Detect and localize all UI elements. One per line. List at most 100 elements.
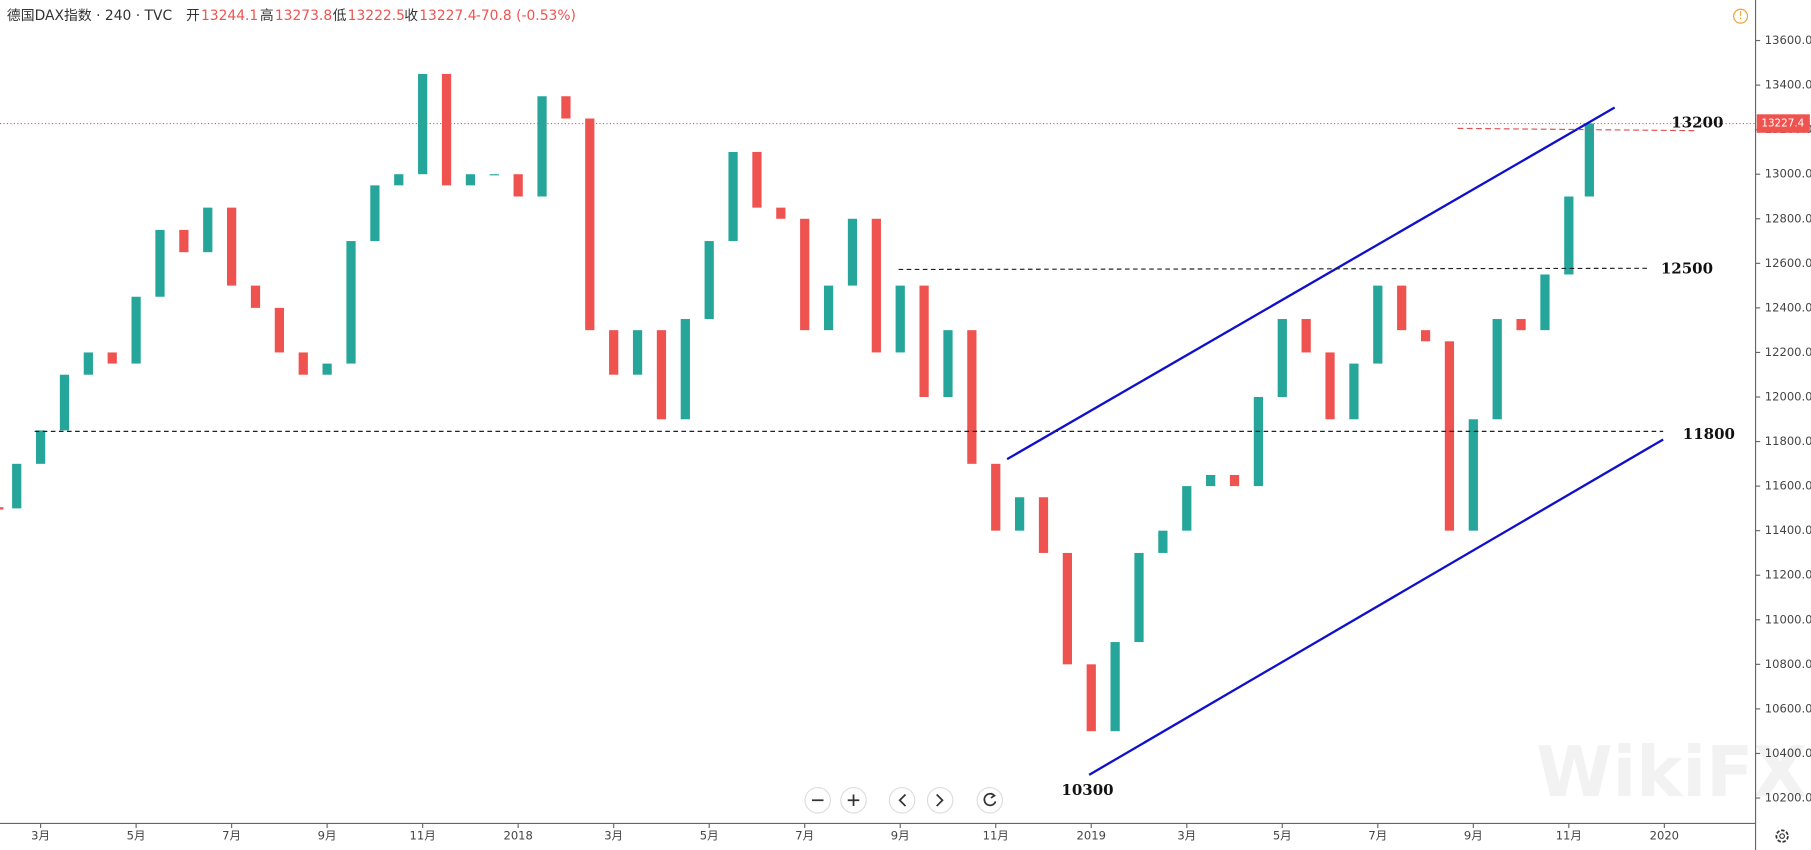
- candle: [537, 96, 547, 197]
- alert-icon[interactable]: [1733, 8, 1749, 24]
- scroll-right-button[interactable]: [926, 786, 954, 814]
- candle: [59, 374, 70, 431]
- candle: [83, 352, 93, 375]
- candle: [465, 174, 476, 186]
- candle: [1110, 642, 1120, 732]
- candle: [1349, 363, 1359, 420]
- plot-area: [0, 73, 1756, 732]
- annotation: 11800: [1683, 425, 1735, 443]
- candle: [609, 330, 619, 375]
- candle: [1301, 319, 1311, 353]
- candle: [1158, 530, 1168, 553]
- y-tick-label: 10200.0: [1765, 790, 1811, 804]
- value: 13227.4: [419, 8, 476, 24]
- candle: [1038, 497, 1049, 553]
- candle: [346, 241, 356, 364]
- y-tick-label: 11600.0: [1765, 479, 1811, 493]
- value: 13222.5: [348, 8, 405, 24]
- symbol: 德国DAX指数 · 240 · TVC: [7, 8, 172, 24]
- candle: [274, 307, 285, 353]
- candle: [1229, 474, 1240, 487]
- candle: [298, 352, 308, 375]
- candle: [107, 352, 117, 364]
- label: 低: [333, 8, 347, 24]
- annotation: 10300: [1061, 781, 1113, 799]
- candle: [203, 207, 213, 253]
- scroll-left-button[interactable]: [888, 786, 916, 814]
- y-tick-label: 11000.0: [1765, 612, 1811, 626]
- candle: [1253, 396, 1264, 487]
- x-tick-label: 9月: [891, 829, 910, 843]
- candle: [561, 96, 571, 119]
- x-tick-label: 9月: [318, 829, 337, 843]
- y-tick-label: 13400.0: [1765, 78, 1811, 92]
- candle: [632, 330, 643, 375]
- candle: [704, 241, 714, 320]
- label: 开: [186, 8, 200, 24]
- candle: [441, 73, 452, 186]
- candle: [131, 296, 141, 364]
- candle: [943, 330, 953, 397]
- watermark: WikiFX: [1536, 733, 1807, 813]
- candle: [12, 463, 22, 509]
- reset-button[interactable]: [976, 786, 1004, 814]
- candle: [155, 229, 165, 297]
- value: 13273.8: [275, 8, 332, 24]
- candle: [1134, 552, 1144, 643]
- label: 收: [404, 8, 418, 24]
- candle: [1277, 319, 1287, 397]
- x-tick-label: 2019: [1077, 829, 1106, 843]
- level-line: [1457, 127, 1696, 132]
- trend-line: [1088, 438, 1664, 776]
- toolbar-icon: [811, 793, 944, 807]
- x-tick-label: 11月: [983, 829, 1009, 843]
- x-tick-label: 7月: [795, 829, 814, 843]
- candle: [1397, 285, 1407, 331]
- candle: [1492, 319, 1502, 420]
- x-tick-label: 7月: [1368, 829, 1387, 843]
- candle: [656, 330, 667, 420]
- candle: [1420, 330, 1431, 342]
- x-tick-label: 3月: [31, 829, 50, 843]
- candle: [823, 285, 834, 331]
- candle: [1516, 319, 1526, 331]
- candle: [1182, 486, 1192, 531]
- candle: [370, 185, 380, 242]
- candle: [322, 363, 332, 375]
- x-tick-label: 5月: [127, 829, 146, 843]
- trend-line: [1006, 106, 1616, 461]
- candle: [752, 151, 762, 208]
- candle: [991, 463, 1001, 531]
- candle: [847, 218, 858, 286]
- settings-icon[interactable]: [1775, 829, 1789, 843]
- y-tick-label: 12400.0: [1765, 300, 1811, 314]
- y-tick-label: 12000.0: [1765, 389, 1811, 403]
- candle: [35, 430, 46, 464]
- y-tick-label: 10600.0: [1765, 701, 1811, 715]
- price-tag: [1756, 114, 1810, 133]
- candle: [418, 73, 428, 175]
- settings-icon: [1779, 833, 1786, 840]
- candle: [585, 118, 595, 331]
- settings-icon[interactable]: [1775, 829, 1789, 843]
- x-tick-label: 3月: [1177, 829, 1196, 843]
- candle: [728, 151, 738, 242]
- toolbar: [804, 786, 1004, 814]
- x-tick-label: 2018: [503, 829, 532, 843]
- x-tick-label: 7月: [222, 829, 241, 843]
- candle: [776, 207, 786, 219]
- candle: [394, 174, 404, 186]
- toolbar-icon: [983, 792, 997, 807]
- x-tick-label: 2020: [1650, 829, 1679, 843]
- candle: [489, 174, 499, 176]
- y-tick-label: 12200.0: [1765, 345, 1811, 359]
- candle: [1468, 419, 1478, 531]
- candle: [919, 285, 929, 397]
- candle: [680, 319, 690, 420]
- candle: [1584, 123, 1594, 197]
- candle: [1540, 274, 1550, 331]
- y-tick-label: 13000.0: [1765, 167, 1811, 181]
- x-tick-label: 9月: [1464, 829, 1483, 843]
- candle: [800, 218, 810, 331]
